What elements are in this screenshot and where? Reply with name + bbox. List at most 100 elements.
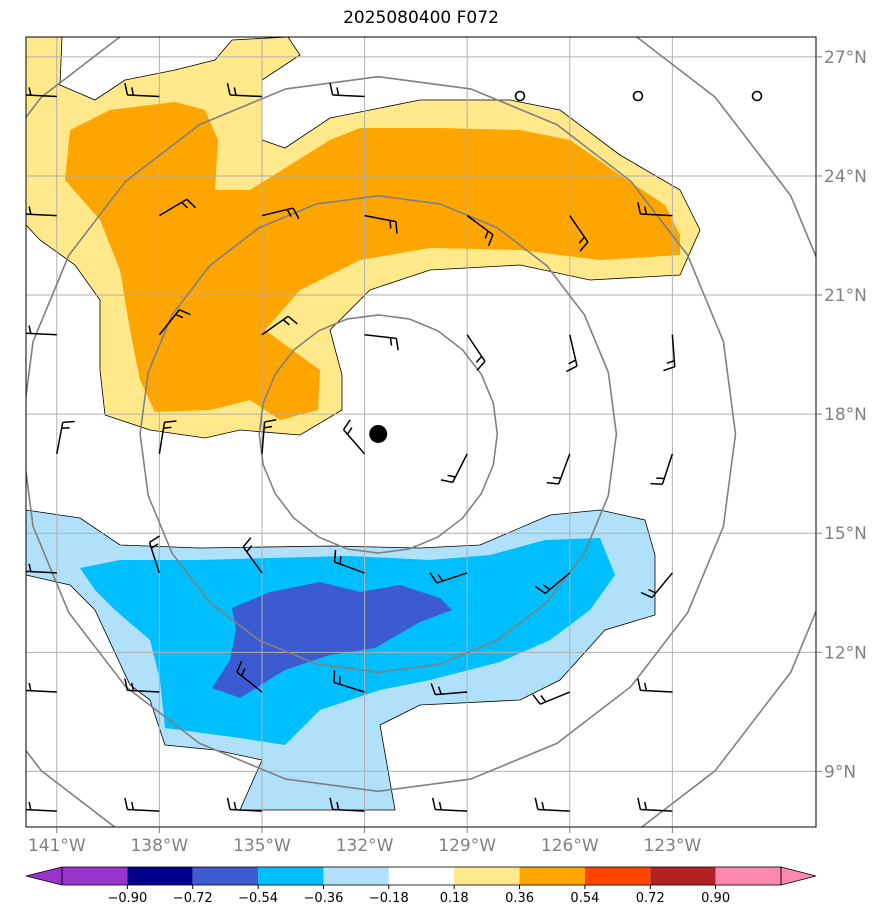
figure-title: 2025080400 F072 [343,8,499,28]
wind-barb [329,797,365,812]
wind-barb [226,83,263,98]
x-tick-label: 129°W [438,836,496,856]
barb-flag [179,309,191,316]
barb-flag [532,694,541,705]
barb-flag [540,695,547,703]
barb-shaft [537,808,570,812]
wind-barb [22,202,57,217]
barb-shaft [26,808,57,812]
barb-flag [487,234,494,247]
wind-barb [637,797,673,812]
barb-flag [430,683,436,695]
barb-shaft [342,429,366,455]
y-tick-label: 27°N [824,48,867,68]
positive-anomaly-core [65,102,680,420]
colorbar-extend-high [780,866,817,886]
storm-center-marker [369,424,388,443]
wind-barb [333,549,365,574]
barb-flag [186,198,196,209]
colorbar-segment [715,867,781,885]
colorbar-tick-label: −0.18 [369,891,409,906]
barb-flag [22,679,25,691]
barb-flag [579,241,589,252]
x-tick-label: 126°W [541,836,599,856]
wind-barb [342,419,366,455]
barb-flag [534,797,539,810]
barb-flag [431,797,436,810]
barb-flag [389,337,393,346]
barb-flag [287,315,298,325]
wind-barb [329,83,365,98]
colorbar-segment [454,867,520,885]
colorbar-tick-label: 0.54 [570,891,599,906]
barb-flag [240,668,246,677]
barb-flag [395,221,398,234]
barb-flag [650,482,663,485]
barb-flag [282,319,290,326]
barb-flag [336,87,340,96]
barb-shaft [539,691,571,705]
barb-flag [346,427,353,435]
barb-shaft [56,422,64,454]
barb-flag [440,479,453,484]
colorbar-segment [192,867,259,885]
barb-flag [395,338,399,351]
barb-flag [643,801,648,810]
x-tick-label: 132°W [336,836,394,856]
wind-barb [22,560,57,574]
barb-flag [342,419,351,431]
colorbar-segment [584,867,651,885]
wind-barb [640,572,673,599]
barb-flag [124,83,129,96]
x-tick-label: 138°W [130,836,188,856]
barb-flag [236,660,243,673]
barb-flag [437,573,444,582]
wind-barb [466,215,494,247]
barb-shaft [332,94,365,98]
wind-barb [22,798,57,812]
wind-barb [532,691,571,705]
barb-flag [124,678,129,691]
barb-flag [246,545,253,553]
barb-flag [226,797,231,810]
wind-barb [566,334,578,373]
barb-flag [286,209,292,217]
wind-barb [333,670,365,693]
barb-flag [233,801,237,810]
y-tick-label: 24°N [824,167,867,187]
wind-barb [534,797,570,812]
wind-barb [261,419,277,454]
barb-flag [643,206,648,215]
barb-flag [578,236,586,244]
barb-flag [22,202,25,214]
colorbar-tick-label: −0.54 [238,891,278,906]
calm-marker [751,90,763,102]
barb-flag [329,797,334,810]
x-tick-label: 141°W [28,836,86,856]
barb-flag [164,420,177,423]
barb-flag [22,798,25,810]
negative-anomaly-core [212,582,452,698]
colorbar-tick-label: 0.18 [440,891,469,906]
wind-barb [430,683,468,696]
wind-barb [429,572,468,584]
barb-flag [22,560,25,572]
wind-barb [364,214,398,234]
barb-flag [181,201,188,209]
barb-flag [663,365,676,372]
colorbar-segment [323,867,389,885]
wind-barb [236,660,263,693]
wind-barb [124,83,160,98]
colorbar-tick-label: −0.90 [107,891,147,906]
barb-shaft [640,689,673,693]
colorbar: −0.90 −0.72 −0.54 −0.36 −0.18 0.18 0.36 0.54 0.7… [25,866,817,906]
barb-flag [336,801,340,810]
barb-flag [648,588,657,594]
range-ring [139,194,618,674]
barb-flag [150,543,159,549]
wind-barb [546,453,571,485]
barb-flag [242,537,252,548]
calm-marker [514,90,526,102]
barb-flag [389,220,392,229]
